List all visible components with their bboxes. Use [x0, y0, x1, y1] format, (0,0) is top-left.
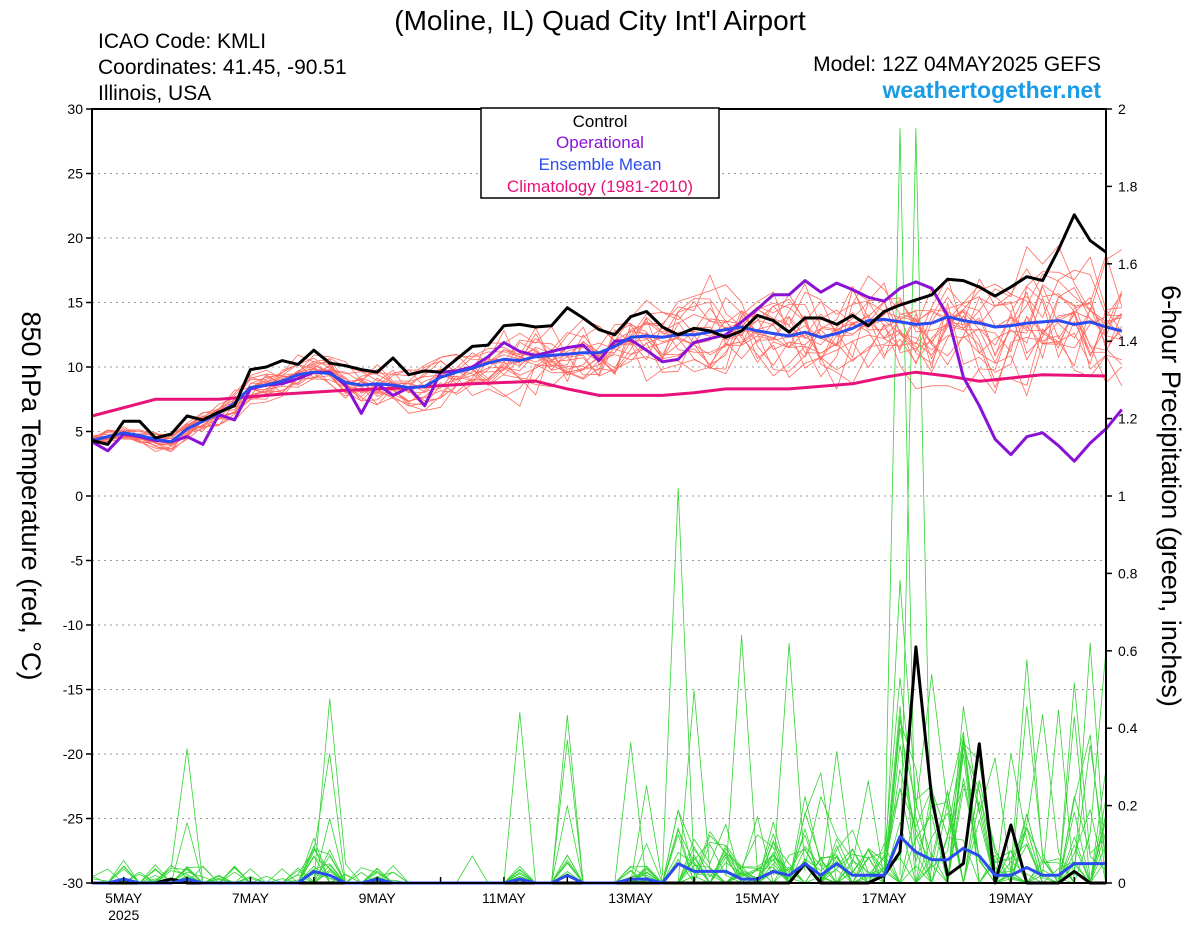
- x-tick-label: 17MAY: [862, 890, 908, 906]
- right-tick-label: 1.8: [1118, 178, 1138, 194]
- precipitation-member-line: [883, 127, 917, 876]
- x-tick-label: 13MAY: [608, 890, 654, 906]
- x-tick-label: 11MAY: [482, 890, 526, 906]
- right-tick-label: 1.2: [1118, 411, 1138, 427]
- x-tick-label: 5MAY: [105, 890, 143, 906]
- coordinates: Coordinates: 41.45, -90.51: [98, 56, 347, 79]
- left-tick-label: 10: [67, 359, 83, 375]
- right-tick-label: 0.8: [1118, 565, 1138, 581]
- left-tick-label: -15: [63, 682, 83, 698]
- right-tick-label: 0.2: [1118, 798, 1138, 814]
- precipitation-member-line: [92, 673, 1107, 884]
- left-tick-label: 15: [67, 295, 83, 311]
- legend-operational: Operational: [556, 133, 644, 152]
- left-axis: 30 25 20 15 10 5 0 -5 -10 -15 -20 -25 -30: [63, 101, 92, 891]
- left-tick-label: -25: [63, 811, 83, 827]
- left-tick-label: -30: [63, 875, 83, 891]
- grid: [92, 173, 1106, 819]
- plot-frame: [91, 108, 1107, 884]
- left-tick-label: 25: [67, 166, 83, 182]
- left-tick-label: -10: [63, 617, 83, 633]
- precipitation-member-line: [91, 659, 1107, 884]
- right-axis-label: 6-hour Precipitation (green, inches): [1156, 285, 1186, 707]
- temperature-member-line: [91, 254, 1123, 441]
- precipitation-member-line: [772, 642, 806, 876]
- left-tick-label: 5: [75, 424, 83, 440]
- temperature-member-line: [91, 296, 1123, 445]
- mean-temp-line: [91, 315, 1123, 444]
- brand-link[interactable]: weathertogether.net: [881, 77, 1101, 103]
- chart-title: (Moline, IL) Quad City Int'l Airport: [394, 5, 806, 36]
- precip-members: [91, 127, 1107, 884]
- left-tick-label: 0: [75, 488, 83, 504]
- right-tick-label: 1.6: [1118, 256, 1138, 272]
- right-tick-label: 0.6: [1118, 643, 1138, 659]
- icao-code: ICAO Code: KMLI: [98, 30, 266, 53]
- x-tick-label: 19MAY: [989, 890, 1035, 906]
- right-tick-label: 1: [1118, 488, 1126, 504]
- right-tick-label: 2: [1118, 101, 1126, 117]
- temperature-member-line: [91, 285, 1122, 441]
- left-tick-label: 20: [67, 230, 83, 246]
- temperature-member-line: [91, 289, 1122, 453]
- x-tick-sublabel: 2025: [108, 907, 139, 923]
- legend-ensemble-mean: Ensemble Mean: [539, 155, 662, 174]
- precipitation-member-line: [725, 634, 758, 876]
- right-tick-label: 0.4: [1118, 720, 1138, 736]
- temperature-member-line: [91, 245, 1123, 441]
- climatology-line: [91, 370, 1107, 418]
- left-axis-label: 850 hPa Temperature (red, °C): [16, 312, 46, 681]
- precipitation-member-line: [1073, 642, 1107, 876]
- legend-climatology: Climatology (1981-2010): [507, 177, 693, 196]
- left-tick-label: 30: [67, 101, 83, 117]
- precipitation-member-line: [820, 751, 853, 876]
- right-tick-label: 1.4: [1118, 333, 1138, 349]
- legend-control: Control: [573, 112, 628, 131]
- header: (Moline, IL) Quad City Int'l Airport ICA…: [98, 5, 1101, 105]
- temperature-member-line: [91, 303, 1122, 444]
- model-run: Model: 12Z 04MAY2025 GEFS: [813, 53, 1101, 76]
- precipitation-member-line: [92, 709, 1107, 884]
- temperature-member-line: [91, 300, 1123, 446]
- temperature-member-line: [91, 284, 1123, 444]
- legend-box: [480, 107, 720, 199]
- precipitation-member-line: [92, 715, 1107, 884]
- operational-temp-line: [91, 279, 1123, 463]
- left-tick-label: -5: [71, 553, 84, 569]
- control-temp-line: [91, 213, 1107, 446]
- x-tick-label: 15MAY: [735, 890, 781, 906]
- x-tick-label: 7MAY: [232, 890, 270, 906]
- temperature-member-line: [91, 296, 1123, 445]
- legend: Control Operational Ensemble Mean Climat…: [480, 107, 720, 199]
- region: Illinois, USA: [98, 82, 211, 105]
- right-tick-label: 0: [1118, 875, 1126, 891]
- left-tick-label: -20: [63, 746, 83, 762]
- right-axis: 2 1.8 1.6 1.4 1.2 1 0.8 0.6 0.4 0.2 0: [1106, 101, 1138, 891]
- precipitation-member-line: [92, 720, 1107, 884]
- x-tick-label: 9MAY: [359, 890, 397, 906]
- precipitation-member-line: [899, 127, 933, 876]
- precipitation-member-line: [662, 487, 695, 876]
